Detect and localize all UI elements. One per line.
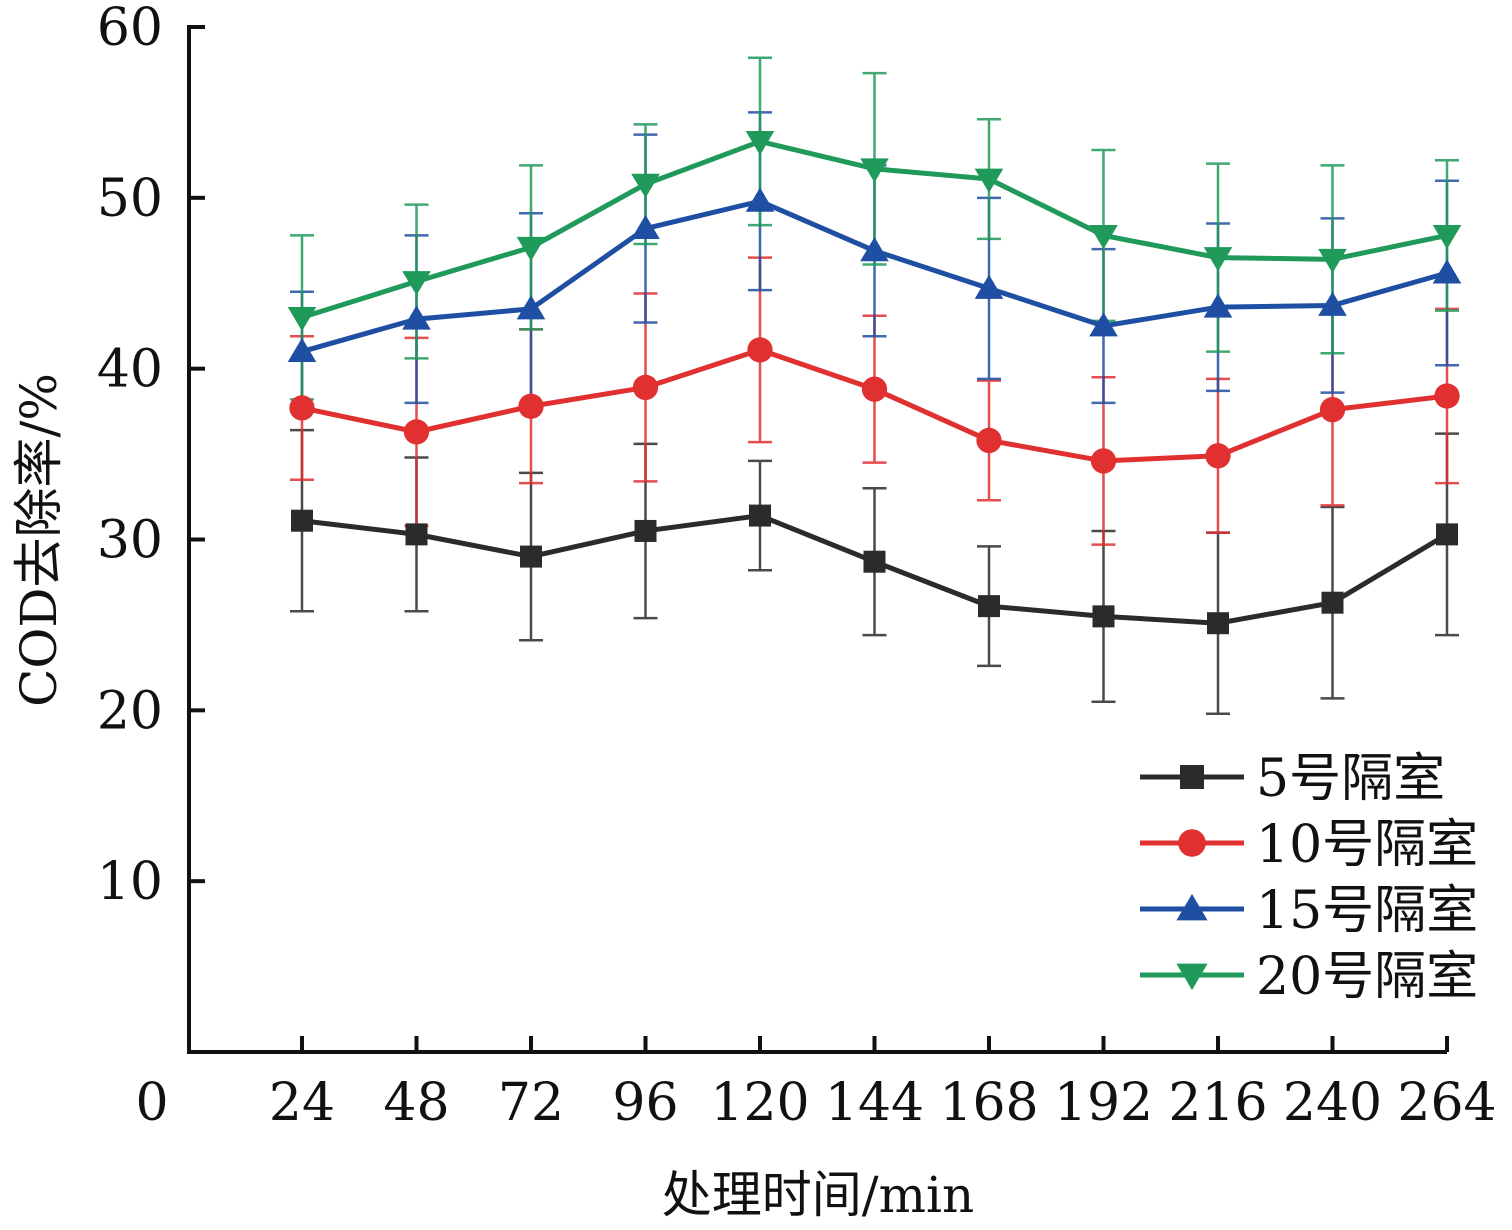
legend-marker	[1180, 765, 1204, 789]
series-4-point	[1432, 224, 1462, 250]
series-3-point	[1089, 312, 1118, 337]
series-1-point	[978, 595, 1000, 618]
y-tick-label: 50	[97, 169, 163, 229]
x-tick-label: 144	[825, 1073, 924, 1133]
series-1-point	[1321, 591, 1344, 614]
series-2-point	[1205, 443, 1231, 469]
x-tick-label: 48	[383, 1073, 449, 1133]
legend-item: 5号隔室	[1140, 749, 1445, 809]
series-3-point	[1203, 293, 1233, 318]
series-4-point	[1203, 247, 1233, 272]
series-4-point	[516, 236, 546, 262]
x-tick-label: 216	[1168, 1073, 1267, 1133]
series-1-point	[1092, 605, 1115, 628]
x-tick-label: 120	[710, 1073, 809, 1133]
series-3-point	[745, 187, 775, 212]
legend-marker	[1178, 829, 1206, 857]
legend-item: 15号隔室	[1140, 881, 1478, 941]
series-2-point	[403, 419, 430, 445]
series-3-point	[402, 305, 431, 330]
series-4-point	[860, 158, 889, 183]
x-axis-title: 处理时间/min	[662, 1166, 974, 1224]
series-4-point	[631, 173, 660, 198]
x-tick-label: 24	[269, 1073, 335, 1133]
series-2-point	[1319, 397, 1346, 423]
origin-label: 0	[135, 1073, 168, 1133]
series-3-point	[1432, 259, 1462, 284]
legend-item: 20号隔室	[1140, 947, 1478, 1007]
series-3-point	[287, 337, 317, 363]
series-3-point	[860, 237, 889, 262]
series-1-point	[863, 550, 886, 573]
series-2-point	[518, 393, 544, 419]
series-2-point	[747, 337, 773, 363]
x-tick-label: 96	[612, 1073, 678, 1133]
series-4-point	[745, 131, 775, 156]
series-2-point	[632, 374, 659, 401]
series-2-point	[1434, 383, 1460, 409]
legend-marker	[1176, 963, 1208, 990]
series-1-point	[520, 545, 542, 568]
series-3-point	[974, 274, 1004, 299]
legend-marker	[1176, 894, 1208, 921]
x-tick-label: 240	[1283, 1073, 1382, 1133]
y-axis-title: COD去除率/%	[10, 373, 68, 707]
series-3-point	[1318, 291, 1347, 316]
series-1-point	[634, 519, 657, 542]
series-1-point	[1436, 523, 1458, 546]
x-tick-label: 72	[498, 1073, 564, 1133]
y-tick-label: 30	[97, 511, 163, 571]
legend-label: 10号隔室	[1256, 815, 1478, 875]
series-2-point	[976, 427, 1002, 454]
series-1-point	[749, 504, 771, 527]
series-3-point	[516, 295, 546, 320]
x-tick-label: 264	[1397, 1073, 1496, 1133]
series-4-point	[402, 271, 431, 296]
series-3-point	[631, 214, 660, 240]
y-tick-label: 20	[97, 681, 163, 741]
legend-label: 5号隔室	[1256, 749, 1445, 809]
x-tick-label: 168	[939, 1073, 1038, 1133]
series-markers	[287, 131, 1462, 635]
legend-label: 20号隔室	[1256, 947, 1478, 1007]
series-2-point	[289, 395, 315, 421]
series-4-point	[1318, 248, 1347, 274]
y-tick-label: 10	[97, 852, 163, 912]
series-2-point	[1090, 448, 1117, 474]
series-2-point	[861, 376, 888, 402]
legend-label: 15号隔室	[1256, 881, 1478, 941]
legend-item: 10号隔室	[1140, 815, 1478, 875]
series-1-point	[405, 523, 428, 546]
x-tick-label: 192	[1054, 1073, 1153, 1133]
y-tick-label: 60	[97, 0, 163, 58]
series-4-point	[1089, 224, 1118, 250]
series-4-point	[287, 306, 317, 332]
series-1-point	[291, 509, 313, 532]
series-4-point	[974, 168, 1004, 193]
series-1-point	[1207, 612, 1229, 635]
y-tick-label: 40	[97, 340, 163, 400]
